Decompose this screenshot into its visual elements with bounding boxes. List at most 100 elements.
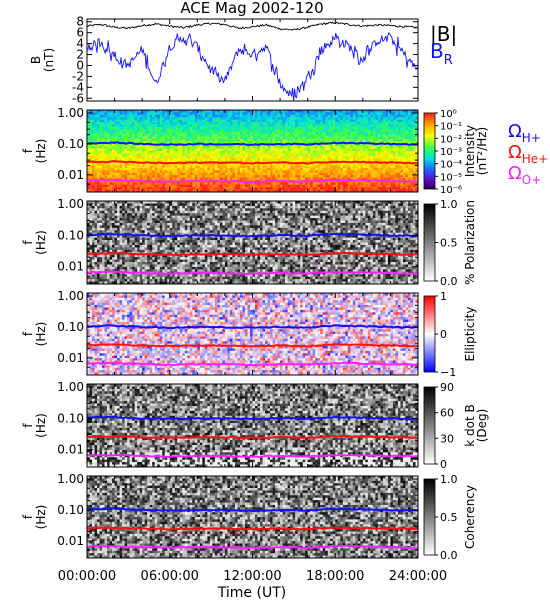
colorbar-tick-label: 10⁻⁴ [440,160,462,171]
colorbar-label: % Polarization [463,200,477,285]
y-axis-label-5: f [21,514,35,519]
y-tick-label: 0.01 [57,260,84,274]
legend-gyro-O: ΩO+ [508,163,541,187]
y-tick-label: 0.01 [57,443,84,457]
legend-absB: |B| [430,22,457,46]
colorbar-label: Ellipticity [463,307,477,362]
gyro-legend: ΩH+ ΩHe+ ΩO+ [508,121,548,187]
y-axis-unit-4: (Hz) [34,413,48,438]
y-tick-label: 8 [76,15,84,29]
gyro-line-O [86,361,419,367]
y-tick-label: 0.10 [57,411,84,425]
x-axis-label: Time (UT) [217,585,286,600]
legend-BR-main: B [430,39,444,63]
colorbar [423,386,436,465]
x-tick-label: 00:00:00 [58,569,116,584]
x-tick-label: 12:00:00 [223,569,281,584]
y-tick-label: 0.10 [57,137,84,151]
colorbar-tick-label: 0.0 [440,549,458,562]
gyro-line-H [86,415,419,421]
y-tick-label: 6 [76,26,84,40]
legend-gyro-H: ΩH+ [508,121,541,145]
chart-title: ACE Mag 2002-120 [180,0,323,17]
panel-intensity: 1.00 0.10 0.01 f (Hz) 10⁰ 10⁻¹10⁻² 10⁻³ 10⁻⁴10⁻⁵… [21,106,489,196]
y-tick-label: -6 [72,91,84,105]
y-tick-label: 0.10 [57,228,84,242]
y-axis-unit-0: (nT) [42,48,56,72]
gyro-line-O [86,453,419,459]
colorbar [423,203,436,282]
x-tick-labels: 00:00:00 06:00:00 12:00:00 18:00:00 24:00:00 [58,569,447,584]
y-tick-label: 0 [76,58,84,72]
colorbar [423,295,436,373]
panel-polarization: 1.00 0.10 0.01 f (Hz) 1.0 0.5 0.0 % Polarization [21,197,477,288]
colorbar [423,478,436,556]
gyro-line-He [86,251,419,257]
colorbar-label: (nT²/Hz) [475,127,489,175]
y-tick-label: 1.00 [57,472,84,486]
y-tick-label: 0.10 [57,503,84,517]
legend-gyro-He: ΩHe+ [508,142,548,166]
series-line-absB [86,21,419,31]
colorbar-label: Intensity [463,125,477,177]
y-axis-unit-3: (Hz) [34,322,48,347]
y-tick-label: 2 [76,48,84,62]
colorbar-tick-label: 1.0 [440,198,458,211]
y-tick-label: 1.00 [57,289,84,303]
y-tick-label: -4 [72,80,84,94]
colorbar-tick-label: 1 [440,290,447,303]
colorbar-tick-label: 10⁻⁶ [440,185,462,196]
colorbar-tick-label: 0.5 [440,237,458,250]
colorbar-tick-label: 0.0 [440,275,458,288]
colorbar-tick-label: 30 [440,432,454,445]
colorbar-tick-label: 0 [440,458,447,471]
legend-BR-sub: R [444,53,453,68]
colorbar-tick-label: −1 [440,366,456,379]
gyro-line-H [86,507,418,513]
y-tick-label: 0.01 [57,168,84,182]
gyro-line-O [86,544,418,550]
colorbar [423,112,436,190]
gyro-line-H [86,324,419,330]
y-axis-label-1: f [21,148,35,153]
y-axis-label-3: f [21,331,35,336]
colorbar-tick-label: 90 [440,381,454,394]
y-tick-label: 1.00 [57,380,84,394]
colorbar-tick-label: 0 [440,328,447,341]
colorbar-tick-label: 10⁻⁵ [440,172,462,183]
colorbar-tick-label: 10⁻³ [440,147,462,158]
gyro-line-H [87,232,419,238]
colorbar-tick-label: 0.5 [440,511,458,524]
colorbar-tick-label: 10⁻² [440,134,462,145]
panel-ellipticity: 1.00 0.10 0.01 f (Hz) 1 0 −1 Ellipticity [21,289,477,379]
x-tick-label: 06:00:00 [141,569,199,584]
colorbar-tick-label: 10⁻¹ [440,122,462,133]
y-tick-label: 0.01 [57,351,84,365]
gyro-line-He [86,526,419,531]
y-axis-label-0: B [29,56,43,64]
heatmap-cells [87,293,419,376]
colorbar-tick-label: 10⁰ [440,109,457,120]
colorbar-tick-label: 60 [440,407,454,420]
y-tick-label: 1.00 [57,197,84,211]
panel-coherency: 1.00 0.10 0.01 f (Hz) 1.0 0.5 0.0 Coherency [21,472,477,562]
y-tick-label: 4 [76,37,84,51]
y-tick-label: 0.01 [57,534,84,548]
gyro-line-He [86,159,419,165]
y-tick-label: 0.10 [57,320,84,334]
legend-BR: BR [430,39,453,68]
y-tick-label: 1.00 [57,106,84,120]
series-line-BR [86,31,419,102]
y-axis-unit-2: (Hz) [34,230,48,255]
panel-k-dot-b: 1.00 0.10 0.01 f (Hz) 90 60 30 0 k dot B(Deg) [21,380,489,471]
gyro-line-He [86,434,419,440]
colorbar-tick-label: 1.0 [440,473,458,486]
colorbar-label: k dot B [463,404,477,446]
y-tick-label: -2 [72,69,84,83]
y-axis-unit-5: (Hz) [34,505,48,530]
x-tick-label: 24:00:00 [389,569,447,584]
y-axis-unit-1: (Hz) [34,139,48,164]
